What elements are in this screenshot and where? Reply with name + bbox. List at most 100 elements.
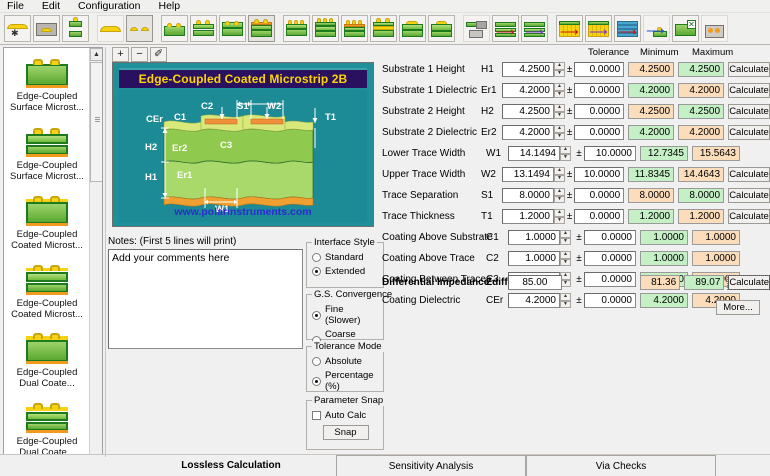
palette-item-edge-coupled-coated-microstrip-1[interactable]: Edge-Coupled Coated Microst... <box>4 186 90 255</box>
spinner-up-icon[interactable]: ▲ <box>560 251 571 259</box>
import-stackup-icon[interactable]: ⟶ <box>492 15 519 42</box>
spinner-up-icon[interactable]: ▲ <box>553 83 565 91</box>
dual-coated-microstrip-icon[interactable] <box>248 15 275 42</box>
scrollbar-thumb[interactable] <box>90 62 102 182</box>
snap-button[interactable]: Snap <box>322 425 369 440</box>
scroll-up-icon[interactable]: ▲ <box>90 48 102 61</box>
zoom-out-button[interactable]: − <box>131 47 148 62</box>
palette-item-edge-coupled-dual-coated-2[interactable]: Edge-Coupled Dual Coate... <box>4 393 90 462</box>
menu-edit[interactable]: Edit <box>41 0 61 12</box>
dual-stripline-icon[interactable] <box>341 15 368 42</box>
structure-palette[interactable]: Edge-Coupled Surface Microst... Edge-Cou… <box>3 47 103 473</box>
spinner-up-icon[interactable]: ▲ <box>553 167 565 175</box>
result-value-input[interactable]: 85.00 <box>507 275 563 290</box>
param-tolerance-input[interactable]: 0.0000 <box>574 125 625 140</box>
param-spinner[interactable]: ▲ ▼ <box>553 125 565 140</box>
calculate-button[interactable]: Calculate <box>728 83 770 98</box>
spinner-up-icon[interactable]: ▲ <box>560 293 571 301</box>
spinner-up-icon[interactable]: ▲ <box>560 146 571 154</box>
param-value-input[interactable]: 4.2500 <box>501 62 554 77</box>
export-field-solver-icon[interactable]: ⟶ <box>585 15 612 42</box>
palette-list[interactable]: Edge-Coupled Surface Microst... Edge-Cou… <box>4 48 90 472</box>
menu-help[interactable]: Help <box>158 0 181 12</box>
spinner-up-icon[interactable]: ▲ <box>553 188 565 196</box>
palette-item-edge-coupled-coated-microstrip-2[interactable]: Edge-Coupled Coated Microst... <box>4 255 90 324</box>
param-value-input[interactable]: 1.0000 <box>508 230 560 245</box>
coplanar-stackup-icon[interactable] <box>428 15 455 42</box>
param-tolerance-input[interactable]: 0.0000 <box>574 188 625 203</box>
param-spinner[interactable]: ▲ ▼ <box>553 188 565 203</box>
open-folder-icon[interactable] <box>33 15 60 42</box>
param-tolerance-input[interactable]: 0.0000 <box>574 104 625 119</box>
param-value-input[interactable]: 1.2000 <box>501 209 554 224</box>
more-button[interactable]: More... <box>716 300 760 315</box>
calculate-button[interactable]: Calculate <box>728 167 770 182</box>
spinner-down-icon[interactable]: ▼ <box>560 258 571 266</box>
embedded-microstrip-icon[interactable] <box>190 15 217 42</box>
palette-scrollbar[interactable]: ▲ ▼ <box>89 48 102 472</box>
radio-tolerance-absolute[interactable]: Absolute <box>312 356 379 367</box>
param-value-input[interactable]: 13.1494 <box>501 167 554 182</box>
param-tolerance-input[interactable]: 0.0000 <box>584 293 636 308</box>
radio-convergence-fine[interactable]: Fine (Slower) <box>312 304 379 326</box>
param-tolerance-input[interactable]: 10.0000 <box>584 146 636 161</box>
radio-tolerance-percentage[interactable]: Percentage (%) <box>312 370 379 392</box>
param-value-input[interactable]: 1.0000 <box>508 251 560 266</box>
spinner-down-icon[interactable]: ▼ <box>553 195 565 203</box>
broadside-coupled-icon[interactable] <box>370 15 397 42</box>
calculate-button[interactable]: Calculate <box>728 62 770 77</box>
param-tolerance-input[interactable]: 0.0000 <box>574 209 625 224</box>
clipboard-stackup-icon[interactable] <box>62 15 89 42</box>
menu-file[interactable]: File <box>7 0 24 12</box>
spinner-down-icon[interactable]: ▼ <box>553 132 565 140</box>
instrument-icon[interactable] <box>701 15 728 42</box>
tab-lossless-calculation[interactable]: Lossless Calculation <box>136 455 326 476</box>
tab-via-checks[interactable]: Via Checks <box>526 455 716 476</box>
cut-stackup-icon[interactable]: ✱ <box>4 15 31 42</box>
param-spinner[interactable]: ▲ ▼ <box>560 251 571 266</box>
param-value-input[interactable]: 4.2500 <box>501 104 554 119</box>
calculate-button[interactable]: Calculate <box>728 104 770 119</box>
spinner-up-icon[interactable]: ▲ <box>553 62 565 70</box>
coated-microstrip-icon[interactable] <box>219 15 246 42</box>
result-calculate-button[interactable]: Calculate <box>727 275 770 290</box>
param-value-input[interactable]: 14.1494 <box>508 146 560 161</box>
radio-interface-standard[interactable]: Standard <box>312 252 379 263</box>
spinner-down-icon[interactable]: ▼ <box>553 174 565 182</box>
param-tolerance-input[interactable]: 0.0000 <box>584 230 636 245</box>
calculate-button[interactable]: Calculate <box>728 125 770 140</box>
spinner-up-icon[interactable]: ▲ <box>553 125 565 133</box>
coupled-pair-icon[interactable] <box>126 15 153 42</box>
param-tolerance-input[interactable]: 0.0000 <box>574 83 625 98</box>
spinner-down-icon[interactable]: ▼ <box>553 69 565 77</box>
param-tolerance-input[interactable]: 0.0000 <box>574 62 625 77</box>
param-value-input[interactable]: 4.2000 <box>508 293 560 308</box>
param-spinner[interactable]: ▲ ▼ <box>560 293 571 308</box>
zoom-in-button[interactable]: + <box>112 47 129 62</box>
param-spinner[interactable]: ▲ ▼ <box>553 209 565 224</box>
spinner-up-icon[interactable]: ▲ <box>560 230 571 238</box>
checkbox-auto-calc[interactable]: Auto Calc <box>312 410 379 421</box>
param-spinner[interactable]: ▲ ▼ <box>553 83 565 98</box>
spinner-down-icon[interactable]: ▼ <box>553 90 565 98</box>
export-stackup-icon[interactable]: ⟶ <box>521 15 548 42</box>
param-spinner[interactable]: ▲ ▼ <box>553 104 565 119</box>
spinner-up-icon[interactable]: ▲ <box>553 209 565 217</box>
via-field-icon[interactable]: ⟶ <box>614 15 641 42</box>
spinner-down-icon[interactable]: ▼ <box>553 111 565 119</box>
radio-interface-extended[interactable]: Extended <box>312 266 379 277</box>
calculate-button[interactable]: Calculate <box>728 209 770 224</box>
import-field-solver-icon[interactable]: ⟶ <box>556 15 583 42</box>
palette-item-edge-coupled-dual-coated-1[interactable]: Edge-Coupled Dual Coate... <box>4 324 90 393</box>
tab-sensitivity-analysis[interactable]: Sensitivity Analysis <box>336 455 526 476</box>
param-spinner[interactable]: ▲ ▼ <box>553 167 565 182</box>
offset-stripline-icon[interactable] <box>312 15 339 42</box>
spinner-down-icon[interactable]: ▼ <box>560 153 571 161</box>
spinner-down-icon[interactable]: ▼ <box>553 216 565 224</box>
param-spinner[interactable]: ▲ ▼ <box>560 230 571 245</box>
param-value-input[interactable]: 4.2000 <box>501 125 554 140</box>
param-value-input[interactable]: 8.0000 <box>501 188 554 203</box>
structure-diagram[interactable]: Edge-Coupled Coated Microstrip 2B <box>112 62 374 227</box>
spinner-down-icon[interactable]: ▼ <box>560 300 571 308</box>
param-spinner[interactable]: ▲ ▼ <box>560 146 571 161</box>
